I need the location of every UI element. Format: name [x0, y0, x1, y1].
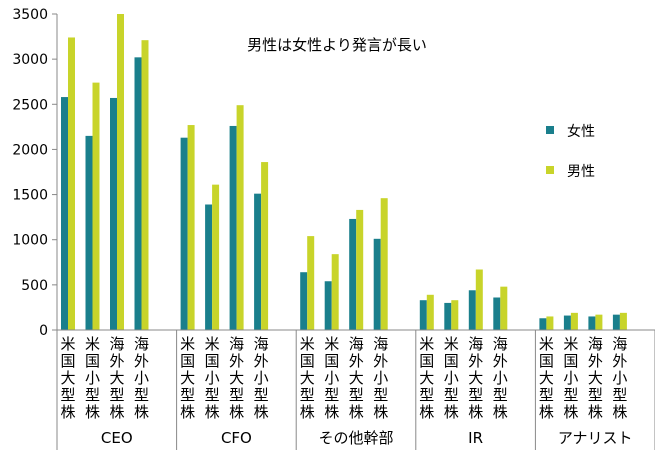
bar-female [61, 97, 68, 330]
bar-female [205, 204, 213, 330]
y-axis: 0 500 1000 1500 2000 2500 3000 3500 [12, 7, 58, 339]
y-tick-label: 2500 [12, 97, 48, 113]
category-label: 米国大型株 [60, 335, 75, 421]
bar-female [349, 218, 357, 330]
category-label: 米国小型株 [444, 335, 459, 421]
bar-female [85, 135, 93, 330]
category-label: 海外大型株 [229, 335, 244, 421]
y-tick-label: 2000 [12, 142, 48, 158]
bar-male [117, 14, 124, 330]
y-tick-label: 3000 [12, 52, 48, 68]
y-tick-label: 0 [39, 323, 48, 339]
bar-male [212, 184, 220, 330]
category-label: 米国大型株 [539, 335, 554, 421]
group-label: CEO [101, 429, 133, 447]
bar-male [426, 294, 434, 330]
bar-male [331, 254, 339, 330]
bar-male [570, 312, 578, 330]
bar-female [493, 297, 501, 330]
bar-female [563, 315, 571, 330]
category-label: 海外大型株 [468, 335, 483, 421]
category-label: 米国小型株 [205, 335, 220, 421]
bar-male [187, 125, 195, 331]
bar-female [324, 281, 332, 330]
legend-swatch-male [546, 166, 554, 174]
legend-label-male: 男性 [567, 164, 595, 180]
bar-male [68, 37, 75, 331]
y-tick-label: 3500 [12, 7, 48, 23]
category-label: 海外小型株 [373, 335, 388, 421]
bar-female [612, 314, 620, 330]
y-tick-label: 1500 [12, 188, 48, 204]
category-label: 米国小型株 [85, 335, 100, 421]
group-label: アナリスト [558, 429, 633, 447]
category-label: 海外小型株 [612, 335, 627, 421]
bar-male [619, 312, 627, 330]
bar-female [180, 137, 188, 330]
x-axis: 米国大型株米国小型株海外大型株海外小型株CEO米国大型株米国小型株海外大型株海外… [56, 329, 655, 450]
group-label: その他幹部 [318, 429, 393, 447]
category-label: 米国小型株 [324, 335, 339, 421]
category-label: 海外小型株 [134, 335, 149, 421]
category-label: 海外大型株 [349, 335, 364, 421]
category-label: 海外大型株 [109, 335, 124, 421]
category-label: 米国大型株 [300, 335, 315, 421]
category-label: 米国小型株 [563, 335, 578, 421]
group-label: IR [468, 429, 483, 447]
bar-male [356, 209, 364, 330]
bars [61, 14, 627, 331]
bar-male [380, 198, 388, 330]
bar-male [451, 300, 459, 330]
bar-female [373, 238, 381, 330]
category-label: 米国大型株 [180, 335, 195, 421]
bar-male [595, 314, 603, 330]
bar-male [475, 269, 483, 330]
legend: 女性 男性 [546, 123, 595, 180]
bar-female [110, 97, 117, 330]
legend-label-female: 女性 [567, 123, 595, 140]
y-tick-label: 500 [21, 278, 48, 294]
group-label: CFO [221, 429, 252, 447]
legend-swatch-female [546, 126, 554, 134]
y-tick-label: 1000 [12, 233, 48, 249]
bar-female [444, 302, 452, 330]
bar-male [141, 40, 149, 330]
bar-male [546, 316, 554, 330]
category-label: 海外小型株 [254, 335, 269, 421]
bar-male [236, 105, 244, 330]
bar-female [468, 290, 476, 330]
bar-female [539, 318, 547, 330]
bar-male [261, 162, 269, 330]
bar-female [419, 300, 427, 330]
bar-male [92, 82, 100, 330]
bar-male [307, 236, 315, 330]
category-label: 海外小型株 [493, 335, 508, 421]
chart-title: 男性は女性より発言が長い [247, 36, 427, 54]
category-label: 海外大型株 [588, 335, 603, 421]
bar-female [229, 125, 237, 330]
category-label: 米国大型株 [419, 335, 434, 421]
bar-female [134, 57, 142, 330]
bar-female [254, 193, 262, 330]
bar-female [588, 316, 596, 330]
bar-male [500, 286, 508, 330]
bar-female [300, 272, 308, 330]
